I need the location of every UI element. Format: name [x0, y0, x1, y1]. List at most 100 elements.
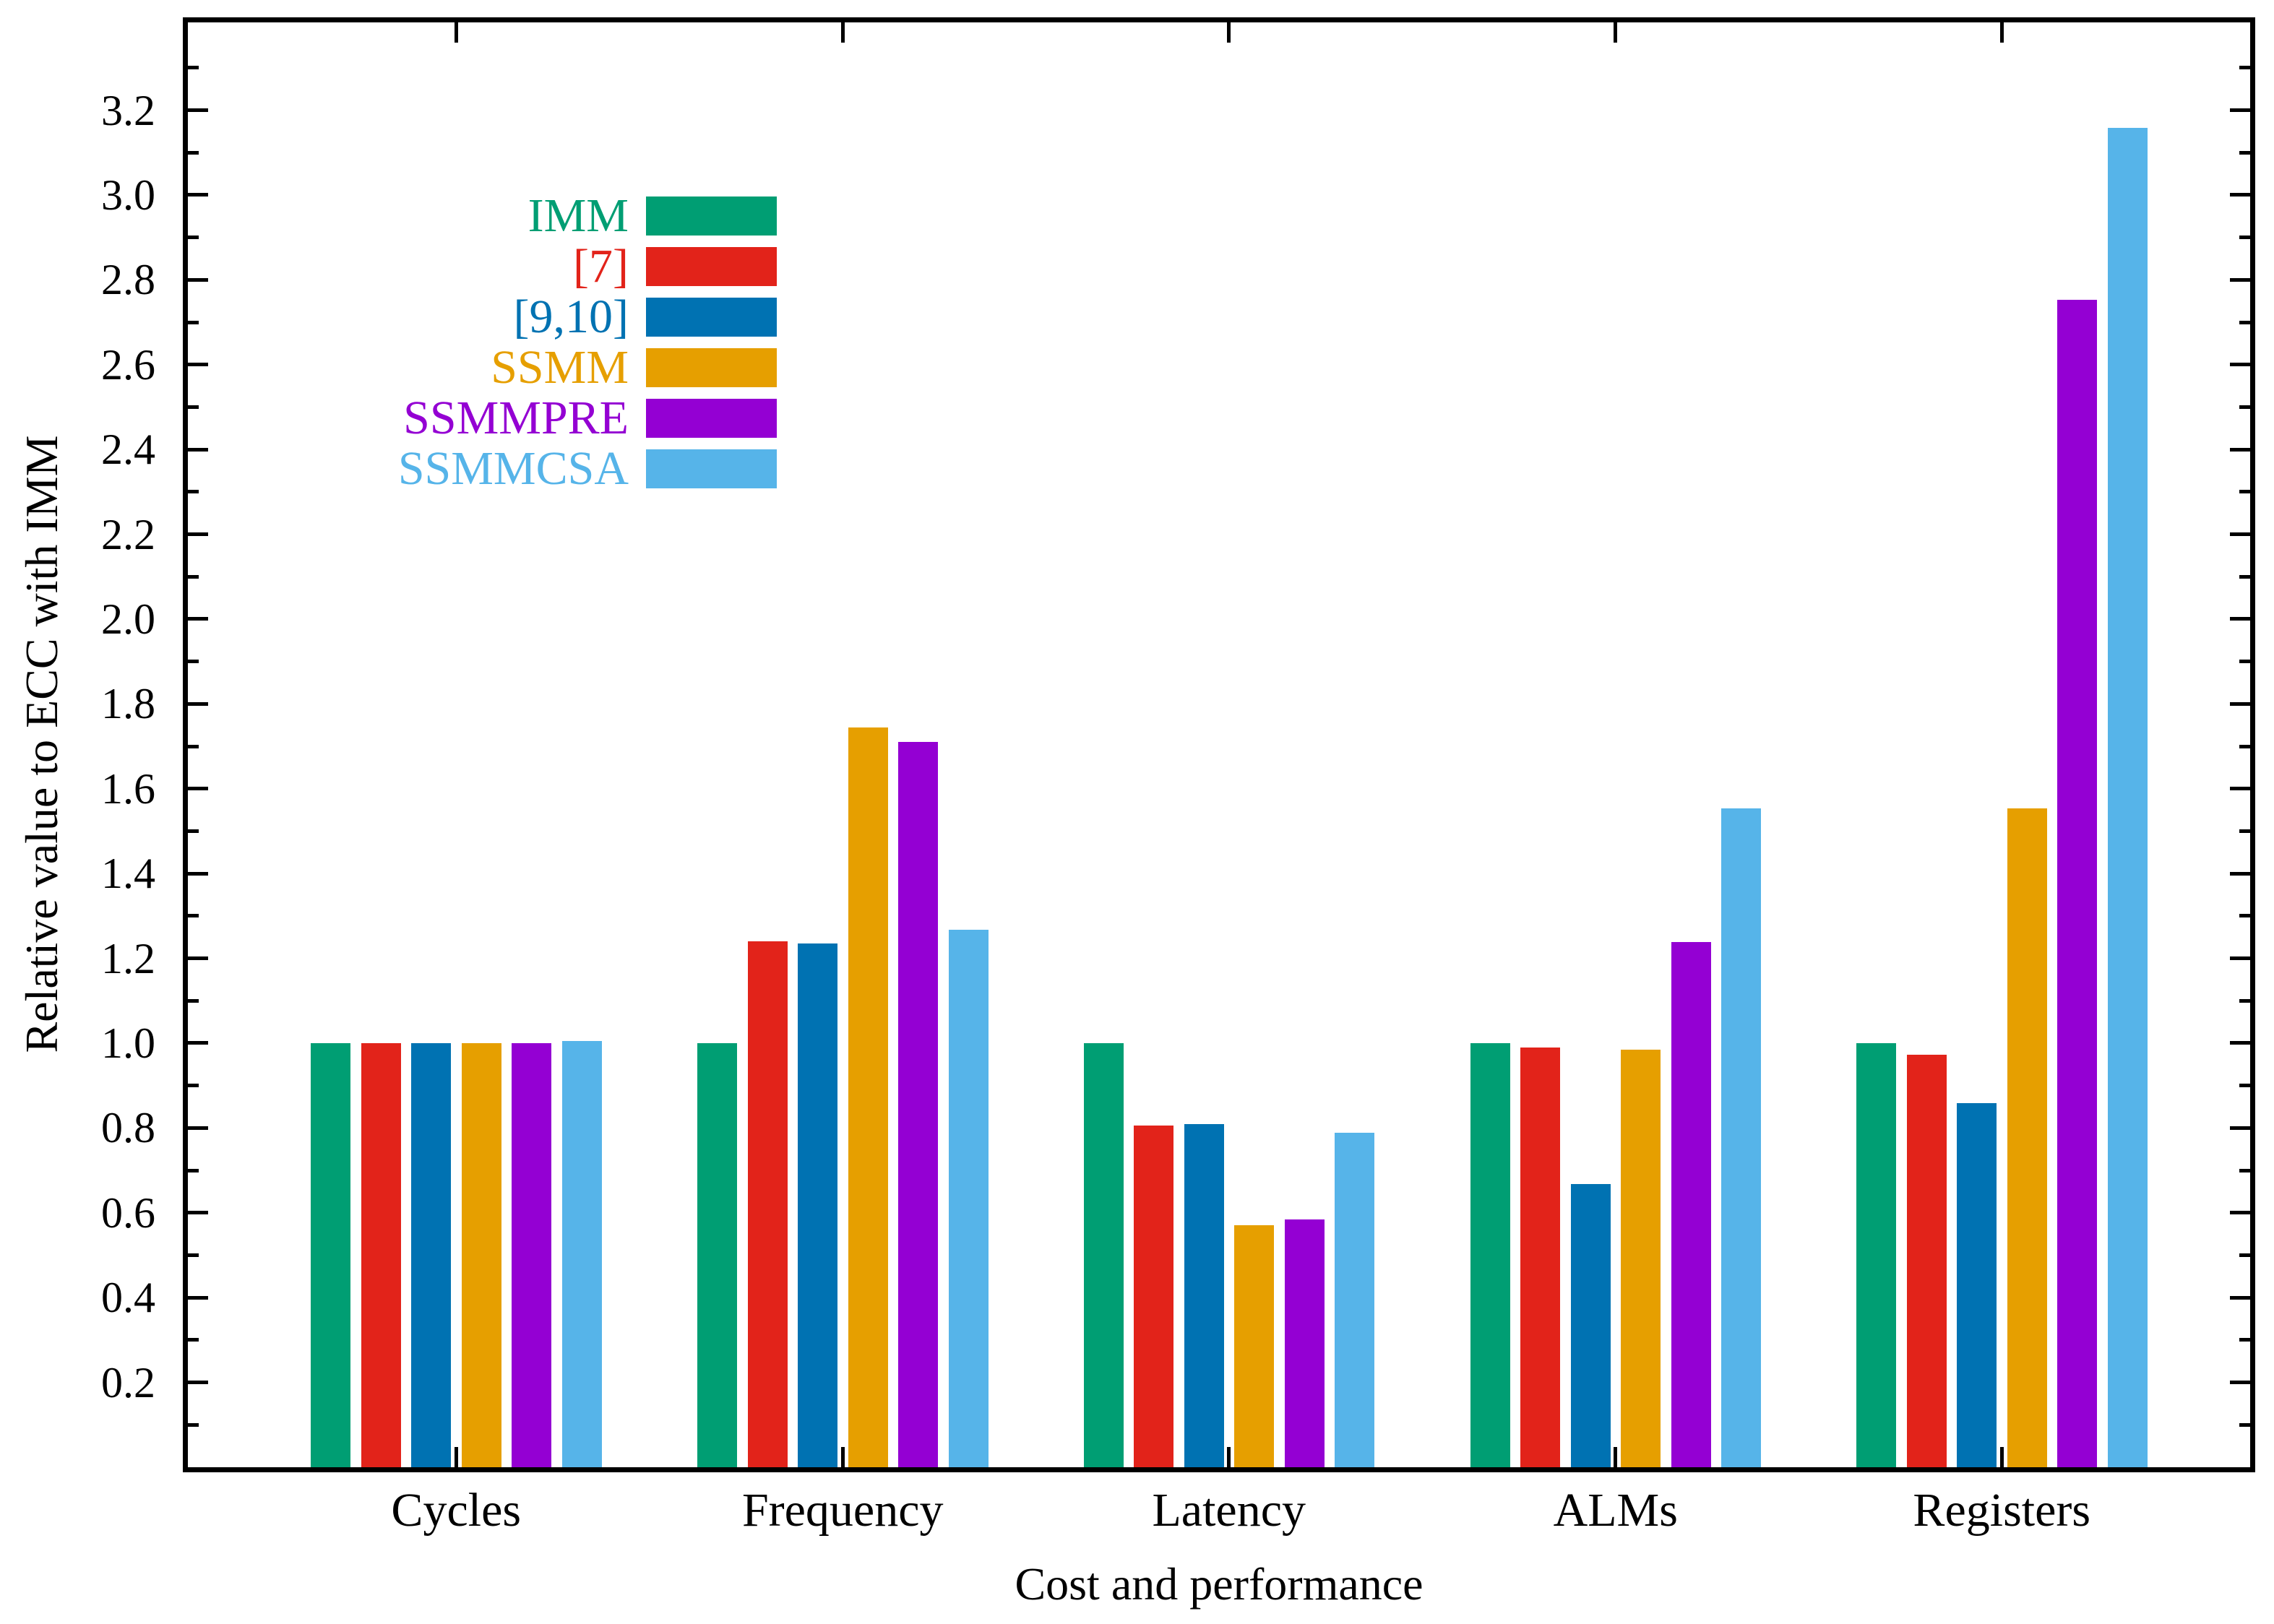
bar-SSMMCSA-Cycles: [561, 1041, 602, 1467]
legend-label-IMM: IMM: [527, 189, 629, 242]
y-tick-label: 0.8: [101, 1104, 155, 1152]
y-tick-label: 1.2: [101, 934, 155, 982]
legend-label-SSMM: SSMM: [491, 341, 629, 394]
y-tick-label: 1.0: [101, 1019, 155, 1067]
y-minor-tick-left: [188, 660, 199, 664]
y-major-tick-right: [2230, 1041, 2250, 1045]
y-tick-label: 1.6: [101, 764, 155, 813]
y-major-tick-right: [2230, 277, 2250, 282]
legend-label-[7]: [7]: [573, 240, 629, 293]
y-tick-label: 2.0: [101, 595, 155, 643]
y-minor-tick-right: [2239, 1422, 2250, 1427]
y-minor-tick-left: [188, 1338, 199, 1342]
y-minor-tick-right: [2239, 744, 2250, 748]
bar-SSMM-Frequency: [848, 727, 888, 1467]
y-tick-label: 2.6: [101, 340, 155, 389]
y-major-tick-right: [2230, 1381, 2250, 1385]
x-tick-top: [454, 22, 458, 43]
y-major-tick-right: [2230, 871, 2250, 876]
y-major-tick-left: [188, 787, 208, 791]
y-major-tick-right: [2230, 447, 2250, 452]
y-tick-label: 2.8: [101, 256, 155, 304]
y-major-tick-right: [2230, 363, 2250, 367]
y-major-tick-left: [188, 1295, 208, 1300]
y-minor-tick-right: [2239, 914, 2250, 918]
y-minor-tick-left: [188, 1084, 199, 1088]
y-minor-tick-right: [2239, 1084, 2250, 1088]
y-minor-tick-right: [2239, 490, 2250, 494]
y-minor-tick-right: [2239, 405, 2250, 409]
y-major-tick-right: [2230, 617, 2250, 621]
y-minor-tick-right: [2239, 1253, 2250, 1257]
y-minor-tick-left: [188, 744, 199, 748]
y-minor-tick-right: [2239, 236, 2250, 240]
legend-swatch-[9,10]: [646, 298, 777, 337]
y-minor-tick-right: [2239, 66, 2250, 70]
bar-SSMMPRE-Latency: [1284, 1219, 1325, 1467]
y-major-tick-right: [2230, 1126, 2250, 1130]
y-minor-tick-left: [188, 405, 199, 409]
y-major-tick-left: [188, 617, 208, 621]
bar-SSMMPRE-Registers: [2057, 299, 2097, 1467]
y-minor-tick-right: [2239, 150, 2250, 155]
bar-SSMM-Latency: [1234, 1225, 1274, 1467]
y-minor-tick-left: [188, 1422, 199, 1427]
y-minor-tick-left: [188, 320, 199, 324]
bar-[7]-Cycles: [361, 1042, 401, 1467]
y-minor-tick-left: [188, 150, 199, 155]
y-tick-label: 2.4: [101, 426, 155, 474]
x-tick-top: [840, 22, 845, 43]
y-minor-tick-left: [188, 574, 199, 579]
y-major-tick-right: [2230, 701, 2250, 706]
bar-[7]-ALMs: [1520, 1047, 1560, 1467]
x-tick-top: [1999, 22, 2004, 43]
x-tick-bottom: [1614, 1447, 1618, 1467]
y-major-tick-left: [188, 1381, 208, 1385]
bar-SSMMCSA-Frequency: [948, 929, 989, 1467]
bar-SSMM-Cycles: [461, 1042, 501, 1467]
y-major-tick-left: [188, 956, 208, 961]
y-minor-tick-right: [2239, 574, 2250, 579]
legend-label-[9,10]: [9,10]: [513, 290, 629, 343]
y-major-tick-left: [188, 1211, 208, 1215]
y-major-tick-left: [188, 871, 208, 876]
bar-SSMMPRE-Cycles: [512, 1042, 551, 1467]
y-minor-tick-left: [188, 1253, 199, 1257]
bar-[7]-Frequency: [747, 941, 788, 1467]
x-tick-bottom: [1227, 1447, 1231, 1467]
y-minor-tick-right: [2239, 1168, 2250, 1172]
legend-swatch-SSMMPRE: [646, 399, 777, 438]
bar-SSMMPRE-ALMs: [1671, 942, 1711, 1467]
y-minor-tick-left: [188, 66, 199, 70]
y-minor-tick-left: [188, 914, 199, 918]
y-minor-tick-right: [2239, 829, 2250, 833]
y-tick-label: 3.0: [101, 170, 155, 219]
bar-SSMM-Registers: [2007, 808, 2047, 1467]
y-major-tick-right: [2230, 956, 2250, 961]
y-major-tick-right: [2230, 1295, 2250, 1300]
bar-[7]-Latency: [1134, 1126, 1173, 1467]
legend-swatch-IMM: [646, 196, 777, 236]
x-category-label-Frequency: Frequency: [741, 1484, 944, 1537]
y-tick-label: 1.8: [101, 680, 155, 728]
bar-SSMM-ALMs: [1621, 1050, 1661, 1467]
y-tick-label: 0.6: [101, 1188, 155, 1237]
y-major-tick-left: [188, 532, 208, 537]
legend-label-SSMMPRE: SSMMPRE: [403, 392, 629, 444]
legend-label-SSMMCSA: SSMMCSA: [397, 442, 629, 495]
bar-[9,10]-Latency: [1184, 1123, 1224, 1467]
y-major-tick-right: [2230, 787, 2250, 791]
x-tick-top: [1614, 22, 1618, 43]
y-major-tick-right: [2230, 193, 2250, 197]
y-tick-label: 0.4: [101, 1274, 155, 1322]
bar-IMM-Frequency: [697, 1042, 737, 1467]
x-category-label-Cycles: Cycles: [391, 1484, 522, 1537]
bar-SSMMCSA-Latency: [1335, 1133, 1374, 1467]
y-tick-label: 3.2: [101, 86, 155, 134]
y-major-tick-right: [2230, 108, 2250, 112]
y-minor-tick-right: [2239, 1338, 2250, 1342]
y-major-tick-left: [188, 1041, 208, 1045]
bar-SSMMPRE-Frequency: [898, 742, 938, 1467]
y-major-tick-left: [188, 1126, 208, 1130]
